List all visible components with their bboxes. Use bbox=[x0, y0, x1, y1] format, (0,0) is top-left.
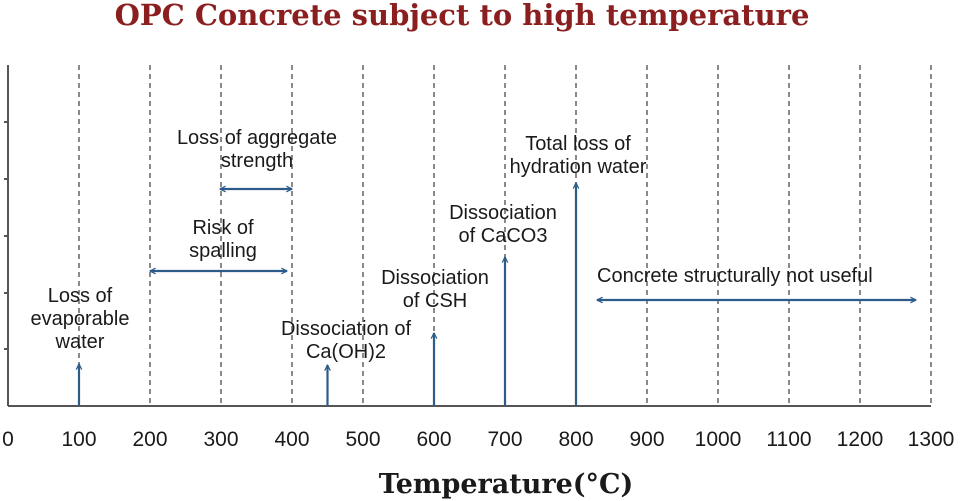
label-spalling: Risk of spalling bbox=[189, 217, 257, 262]
label-line: spalling bbox=[189, 240, 257, 262]
x-tick-label-600: 600 bbox=[416, 428, 451, 451]
x-tick-label-300: 300 bbox=[203, 428, 238, 451]
x-tick-label-900: 900 bbox=[629, 428, 664, 451]
annotation-arrows bbox=[79, 183, 916, 406]
chart-title: OPC Concrete subject to high temperature bbox=[115, 0, 810, 32]
label-line: Loss of bbox=[48, 285, 113, 307]
x-tick-label-400: 400 bbox=[274, 428, 309, 451]
x-tick-label-1000: 1000 bbox=[695, 428, 742, 451]
label-aggregate-strength: Loss of aggregate strength bbox=[177, 127, 337, 172]
x-axis: 0 100 200 300 400 500 600 700 800 900 1000 1100 1200… bbox=[2, 65, 954, 451]
label-line: Ca(OH)2 bbox=[306, 341, 386, 363]
x-tick-label-1200: 1200 bbox=[837, 428, 884, 451]
label-line: Concrete structurally not useful bbox=[597, 265, 873, 287]
label-caco3: Dissociation of CaCO3 bbox=[449, 202, 557, 247]
label-line: evaporable bbox=[31, 308, 130, 330]
annotation-labels: Loss of evaporable water Dissociation of Ca(… bbox=[31, 127, 873, 363]
x-tick-label-800: 800 bbox=[558, 428, 593, 451]
label-line: Dissociation of bbox=[281, 318, 412, 340]
label-line: Risk of bbox=[192, 217, 254, 239]
label-line: Dissociation bbox=[381, 267, 489, 289]
x-tick-label-700: 700 bbox=[487, 428, 522, 451]
label-evaporable-water: Loss of evaporable water bbox=[31, 285, 130, 353]
x-tick-label-200: 200 bbox=[132, 428, 167, 451]
label-line: of CSH bbox=[403, 290, 467, 312]
label-caoh2: Dissociation of Ca(OH)2 bbox=[281, 318, 412, 363]
label-line: water bbox=[55, 331, 105, 353]
x-tick-label-0: 0 bbox=[2, 428, 14, 451]
label-line: Loss of aggregate bbox=[177, 127, 337, 149]
x-tick-label-1100: 1100 bbox=[766, 428, 811, 451]
label-line: of CaCO3 bbox=[459, 225, 548, 247]
label-line: strength bbox=[221, 150, 293, 172]
x-axis-label: Temperature(°C) bbox=[379, 469, 634, 500]
label-hydration-water: Total loss of hydration water bbox=[510, 133, 647, 178]
x-tick-label-1300: 1300 bbox=[908, 428, 955, 451]
x-tick-label-100: 100 bbox=[61, 428, 96, 451]
label-line: hydration water bbox=[510, 156, 647, 178]
x-tick-label-500: 500 bbox=[345, 428, 380, 451]
label-line: Dissociation bbox=[449, 202, 557, 224]
gridlines bbox=[78, 65, 932, 406]
label-line: Total loss of bbox=[525, 133, 631, 155]
label-csh: Dissociation of CSH bbox=[381, 267, 489, 312]
label-not-useful: Concrete structurally not useful bbox=[597, 265, 873, 287]
